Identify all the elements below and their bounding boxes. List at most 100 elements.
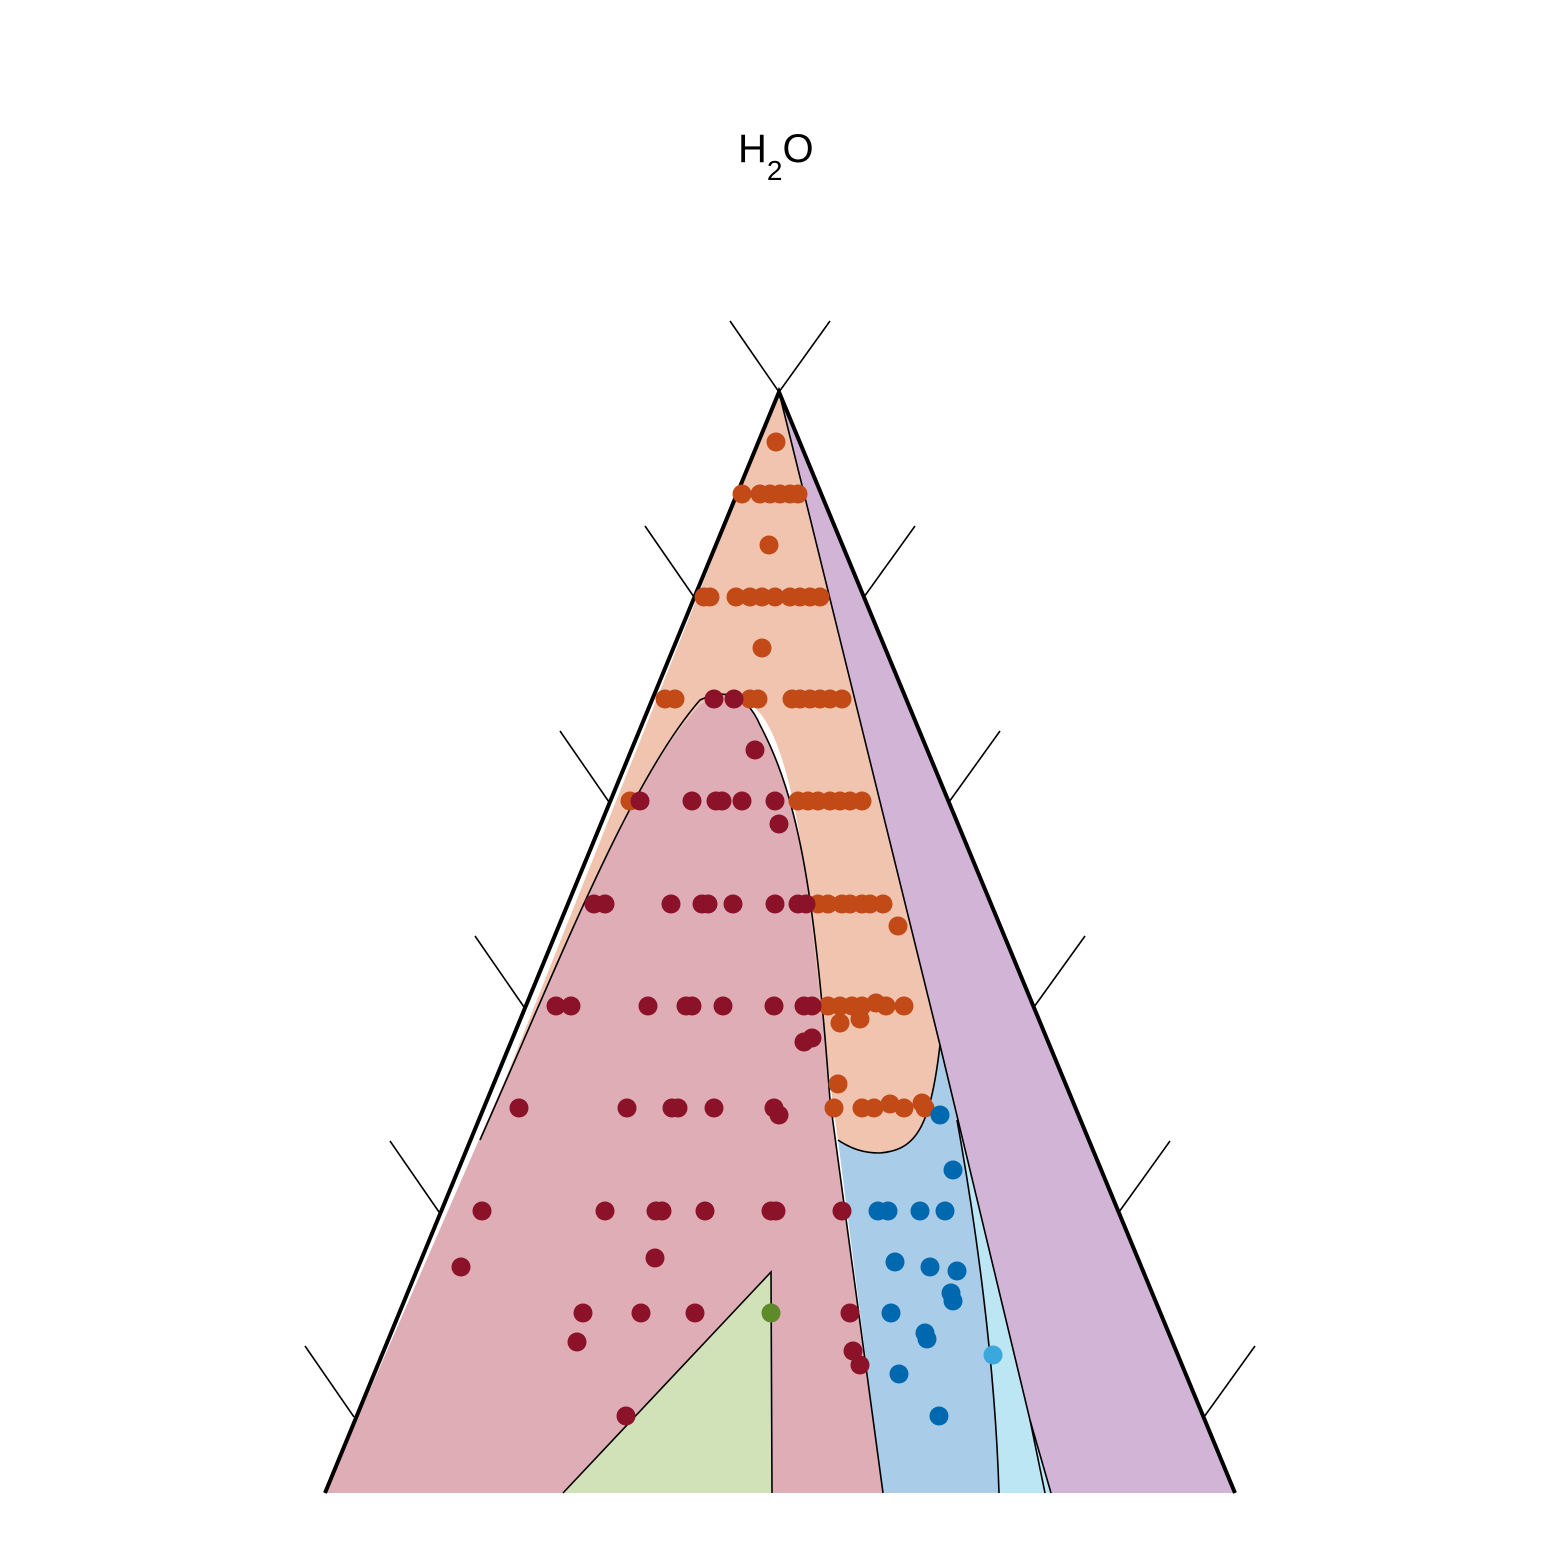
data-points	[451, 432, 1003, 1426]
data-point-dark-red	[682, 996, 702, 1016]
region-orange	[505, 392, 940, 1153]
data-point-blue	[935, 1201, 955, 1221]
data-point-dark-red	[682, 791, 702, 811]
tick	[1033, 935, 1086, 1008]
tick	[729, 320, 780, 393]
data-point-orange	[766, 432, 786, 452]
data-point-dark-red	[765, 894, 785, 914]
data-point-dark-red	[764, 996, 784, 1016]
tick	[863, 525, 916, 598]
data-point-orange	[830, 1013, 850, 1033]
tick	[1118, 1140, 1171, 1213]
data-point-dark-red	[840, 1303, 860, 1323]
data-point-orange	[832, 689, 852, 709]
boundary-orange-blue	[837, 1044, 941, 1154]
axis-ticks	[304, 320, 1256, 1418]
data-point-blue	[885, 1252, 905, 1272]
data-point-dark-red	[661, 894, 681, 914]
data-point-orange	[810, 587, 830, 607]
data-point-blue	[920, 1257, 940, 1277]
data-point-dark-red	[631, 1303, 651, 1323]
region-light-blue	[957, 1120, 1051, 1493]
data-point-dark-red	[698, 894, 718, 914]
data-point-orange	[748, 689, 768, 709]
tick	[778, 320, 831, 393]
data-point-dark-red	[796, 894, 816, 914]
data-point-dark-red	[769, 814, 789, 834]
data-point-orange	[828, 1074, 848, 1094]
data-point-dark-red	[850, 1355, 870, 1375]
data-point-orange	[888, 916, 908, 936]
data-point-orange	[852, 791, 872, 811]
tick	[644, 525, 695, 598]
data-point-blue	[943, 1291, 963, 1311]
data-point-orange	[850, 1009, 870, 1029]
data-point-dark-red	[451, 1257, 471, 1277]
apex-label-suffix: O	[782, 127, 813, 171]
data-point-dark-red	[573, 1303, 593, 1323]
data-point-orange	[864, 1098, 884, 1118]
data-point-blue	[878, 1201, 898, 1221]
data-point-blue	[947, 1261, 967, 1281]
data-point-dark-red	[645, 1248, 665, 1268]
data-point-dark-red	[704, 1098, 724, 1118]
data-point-dark-red	[546, 996, 566, 1016]
data-point-orange	[665, 689, 685, 709]
data-point-dark-red	[704, 689, 724, 709]
data-point-dark-red	[713, 996, 733, 1016]
phase-regions	[325, 392, 1235, 1493]
data-point-dark-red	[685, 1303, 705, 1323]
data-point-dark-red	[712, 791, 732, 811]
data-point-orange	[788, 484, 808, 504]
region-blue	[838, 1045, 999, 1493]
boundary-blue-lightblue	[956, 1119, 1000, 1494]
data-point-dark-red	[595, 894, 615, 914]
data-point-dark-red	[802, 1028, 822, 1048]
data-point-orange	[765, 587, 785, 607]
data-point-dark-red	[616, 1406, 636, 1426]
data-point-dark-red	[561, 996, 581, 1016]
apex-label-subscript: 2	[767, 155, 783, 186]
data-point-orange	[752, 638, 772, 658]
data-point-orange	[759, 535, 779, 555]
tick	[948, 730, 1001, 803]
data-point-blue	[910, 1201, 930, 1221]
data-point-orange	[876, 996, 896, 1016]
data-point-dark-red	[724, 689, 744, 709]
data-point-dark-red	[769, 1105, 789, 1125]
data-point-dark-red	[843, 1341, 863, 1361]
data-point-dark-red	[745, 740, 765, 760]
data-point-dark-red	[723, 894, 743, 914]
data-point-dark-red	[652, 1201, 672, 1221]
data-point-dark-red	[617, 1098, 637, 1118]
data-point-blue	[943, 1160, 963, 1180]
boundary-small	[1029, 1419, 1046, 1494]
data-point-orange	[894, 1098, 914, 1118]
data-point-orange	[860, 894, 880, 914]
data-point-orange	[873, 894, 893, 914]
data-point-dark-red	[630, 791, 650, 811]
data-point-blue	[930, 1105, 950, 1125]
data-point-orange	[752, 587, 772, 607]
data-point-orange	[915, 1098, 935, 1118]
tick	[389, 1140, 440, 1213]
apex-label-h2o: H2O	[738, 127, 814, 186]
apex-label-main: H	[738, 127, 767, 171]
data-point-dark-red	[832, 1201, 852, 1221]
data-point-blue	[881, 1303, 901, 1323]
tick	[1203, 1345, 1256, 1418]
tick	[304, 1345, 355, 1418]
data-point-blue	[917, 1329, 937, 1349]
data-point-light-blue	[983, 1345, 1003, 1365]
data-point-orange	[700, 587, 720, 607]
data-point-dark-red	[567, 1332, 587, 1352]
region-dark-red	[325, 694, 883, 1493]
data-point-dark-red	[509, 1098, 529, 1118]
data-point-orange	[824, 1098, 844, 1118]
data-point-orange	[726, 587, 746, 607]
data-point-green	[761, 1303, 781, 1323]
data-point-dark-red	[732, 791, 752, 811]
data-point-dark-red	[766, 1201, 786, 1221]
data-point-blue	[889, 1364, 909, 1384]
